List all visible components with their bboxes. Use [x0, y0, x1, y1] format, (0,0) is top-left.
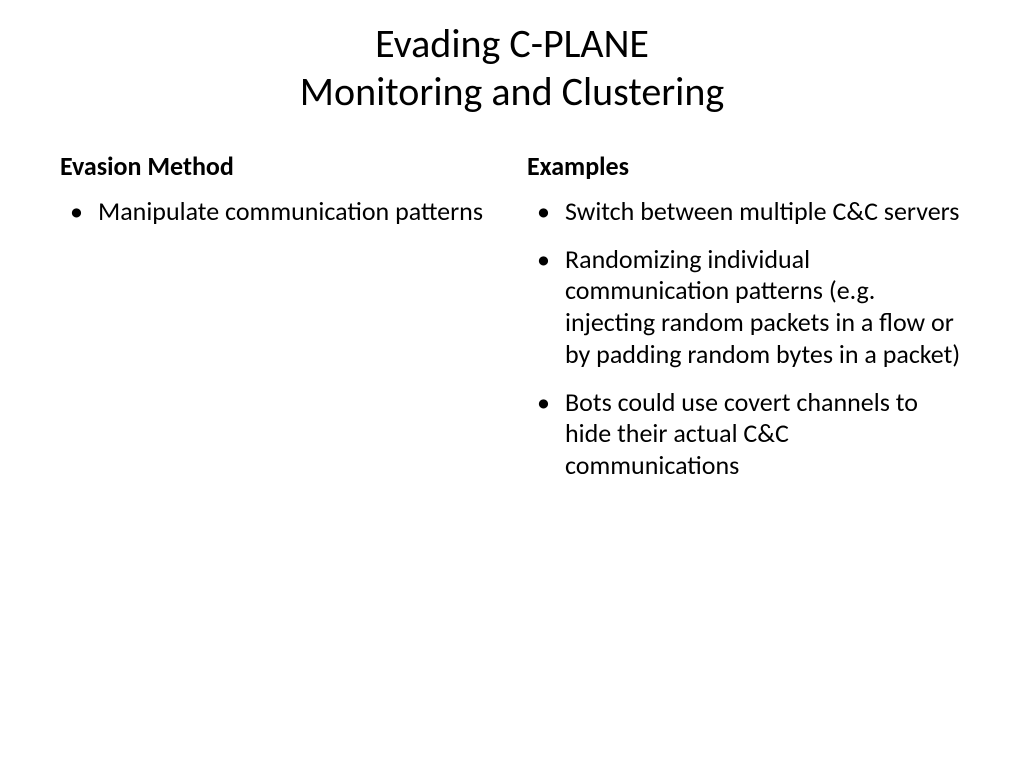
- right-heading: Examples: [527, 150, 964, 182]
- right-column: Examples Switch between multiple C&C ser…: [527, 150, 964, 498]
- left-bullet-list: Manipulate communication patterns: [60, 196, 497, 228]
- list-item: Manipulate communication patterns: [60, 196, 497, 228]
- slide-title: Evading C-PLANE Monitoring and Clusterin…: [60, 20, 964, 116]
- left-column: Evasion Method Manipulate communication …: [60, 150, 497, 498]
- title-line-1: Evading C-PLANE: [375, 19, 649, 68]
- title-line-2: Monitoring and Clustering: [300, 67, 724, 116]
- left-heading: Evasion Method: [60, 150, 497, 182]
- right-bullet-list: Switch between multiple C&C servers Rand…: [527, 196, 964, 482]
- list-item: Switch between multiple C&C servers: [527, 196, 964, 228]
- slide-container: Evading C-PLANE Monitoring and Clusterin…: [0, 0, 1024, 768]
- content-columns: Evasion Method Manipulate communication …: [60, 150, 964, 498]
- list-item: Bots could use covert channels to hide t…: [527, 387, 964, 482]
- list-item: Randomizing individual communication pat…: [527, 244, 964, 371]
